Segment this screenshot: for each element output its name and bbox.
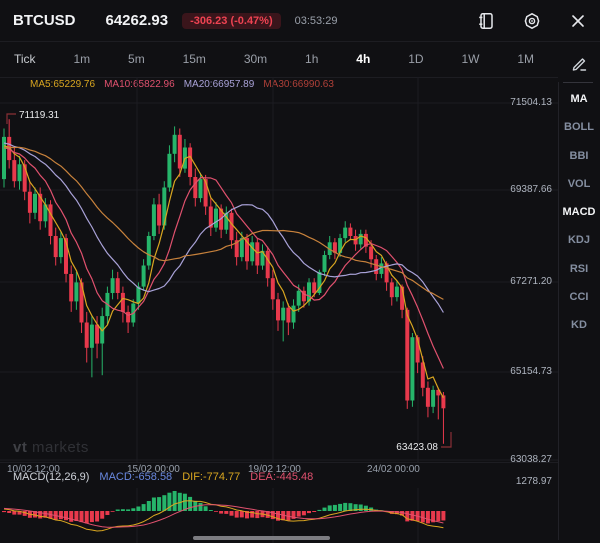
sidebar-divider [563, 82, 593, 83]
price-axis-label: 71504.13 [510, 97, 552, 108]
price-change-badge: -306.23 (-0.47%) [182, 12, 281, 29]
ma-label-2: MA20:66957.89 [183, 79, 255, 90]
ma-label-1: MA10:65822.96 [104, 79, 175, 90]
macd-value: MACD:-658.58 [99, 471, 173, 483]
timeframe-bar: Tick 1m 5m 15m 30m 1h 4h 1D 1W 1M [0, 41, 548, 77]
low-price-marker: 63423.08 [396, 442, 438, 453]
time-axis-label: 10/02 12:00 [7, 464, 60, 475]
price-axis-label: 67271.20 [510, 276, 552, 287]
macd-values-row: MACD(12,26,9) MACD:-658.58 DIF:-774.77 D… [13, 471, 313, 483]
timeframe-tab-1m[interactable]: 1m [73, 52, 91, 66]
symbol-name: BTCUSD [13, 12, 76, 29]
horizontal-scrollbar[interactable] [193, 536, 330, 540]
orderbook-icon[interactable] [477, 12, 495, 30]
sidebar-item-macd[interactable]: MACD [562, 206, 596, 218]
settings-icon[interactable] [523, 12, 541, 30]
edit-indicators-icon[interactable] [569, 54, 589, 74]
ma-values-row: MA5:65229.76 MA10:65822.96 MA20:66957.89 MA… [30, 79, 334, 90]
timeframe-tab-1d[interactable]: 1D [408, 52, 424, 66]
close-icon[interactable] [569, 12, 587, 30]
chart-bottom-divider [0, 462, 558, 463]
dea-value: DEA:-445.48 [250, 471, 314, 483]
price-axis-label: 65154.73 [510, 366, 552, 377]
clock: 03:53:29 [294, 14, 338, 27]
price-axis-label: 63038.27 [510, 454, 552, 465]
timeframe-tab-15m[interactable]: 15m [182, 52, 206, 66]
sidebar-item-rsi[interactable]: RSI [569, 262, 589, 275]
ma-label-3: MA30:66990.63 [263, 79, 334, 90]
timeframe-tab-1w[interactable]: 1W [461, 52, 480, 66]
chart-sidebar-divider [558, 82, 559, 540]
sidebar-item-ma[interactable]: MA [570, 93, 588, 105]
timeframe-tab-4h[interactable]: 4h [356, 52, 371, 66]
broker-watermark: vt markets [13, 439, 89, 456]
timeframe-tab-1m[interactable]: 1M [517, 52, 534, 66]
sidebar-item-boll[interactable]: BOLL [564, 121, 594, 134]
price-axis-label: 69387.66 [510, 184, 552, 195]
macd-axis-label: 1278.97 [515, 476, 552, 487]
top-icon-group [477, 0, 587, 41]
sidebar-item-bbi[interactable]: BBI [569, 149, 589, 162]
macd-params-label: MACD(12,26,9) [13, 471, 90, 483]
last-price: 64262.93 [105, 12, 169, 29]
sidebar-item-vol[interactable]: VOL [567, 177, 591, 190]
sidebar-item-kd[interactable]: KD [571, 319, 587, 331]
sidebar-item-cci[interactable]: CCI [569, 290, 589, 303]
timeframe-tab-5m[interactable]: 5m [128, 52, 145, 66]
time-axis-label: 24/02 00:00 [367, 464, 420, 475]
indicator-sidebar: MA BOLL BBI VOL MACD KDJ RSI CCI KD [558, 41, 600, 543]
sidebar-item-kdj[interactable]: KDJ [567, 234, 590, 247]
topbar-divider [0, 41, 600, 42]
top-bar: BTCUSD 64262.93 -306.23 (-0.47%) 03:53:2… [0, 0, 600, 41]
candlestick-chart[interactable]: 71119.31 63423.08 [0, 77, 558, 463]
timeframe-divider [0, 77, 558, 78]
time-axis-label: 15/02 00:00 [127, 464, 180, 475]
high-price-marker: 71119.31 [19, 110, 60, 121]
ma-label-0: MA5:65229.76 [30, 79, 96, 90]
macd-pane[interactable] [0, 488, 558, 543]
time-axis-label: 19/02 12:00 [248, 464, 301, 475]
dif-value: DIF:-774.77 [182, 471, 241, 483]
timeframe-tab-30m[interactable]: 30m [243, 52, 268, 66]
timeframe-tab-tick[interactable]: Tick [14, 52, 36, 66]
timeframe-tab-1h[interactable]: 1h [305, 52, 319, 66]
